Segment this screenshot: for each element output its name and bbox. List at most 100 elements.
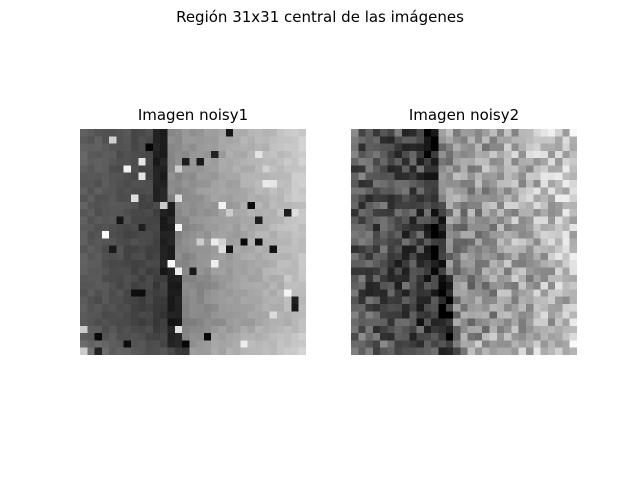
pixel-cell (218, 158, 226, 166)
pixel-cell (562, 282, 570, 290)
pixel-cell (358, 216, 366, 224)
pixel-cell (182, 165, 190, 173)
pixel-cell (182, 180, 190, 188)
pixel-cell (380, 347, 388, 355)
pixel-cell (533, 180, 541, 188)
pixel-cell (474, 318, 483, 326)
pixel-cell (416, 165, 424, 173)
pixel-cell (504, 296, 512, 304)
pixel-cell (262, 216, 270, 224)
pixel-cell (94, 311, 102, 319)
pixel-cell (262, 274, 270, 283)
pixel-cell (291, 238, 299, 246)
pixel-cell (80, 143, 88, 151)
pixel-cell (423, 194, 432, 202)
pixel-cell (80, 238, 88, 246)
pixel-cell (431, 318, 439, 326)
pixel-cell (80, 150, 88, 159)
pixel-cell (351, 231, 359, 239)
pixel-cell (145, 136, 153, 144)
pixel-cell (504, 347, 512, 355)
pixel-cell (138, 194, 146, 202)
pixel-cell (247, 347, 255, 355)
pixel-cell (540, 252, 548, 261)
pixel-cell (351, 150, 359, 159)
pixel-cell (211, 282, 219, 290)
pixel-cell (298, 318, 306, 326)
pixel-cell (351, 282, 359, 290)
pixel-cell (409, 143, 417, 151)
pixel-cell (562, 274, 570, 283)
pixel-cell (160, 325, 168, 334)
pixel-cell (160, 143, 168, 151)
pixel-cell (276, 245, 285, 253)
pixel-cell (80, 325, 88, 334)
pixel-cell (547, 165, 556, 173)
pixel-cell (372, 296, 381, 304)
pixel-cell (174, 260, 183, 268)
pixel-cell (116, 289, 124, 297)
pixel-cell (547, 223, 556, 232)
pixel-cell (460, 231, 468, 239)
pixel-cell (431, 340, 439, 348)
pixel-cell (174, 129, 183, 137)
pixel-cell (423, 172, 432, 181)
pixel-cell (167, 347, 175, 355)
pixel-cell (240, 223, 248, 232)
pixel-cell (269, 223, 277, 232)
pixel-cell (358, 333, 366, 341)
pixel-cell (291, 252, 299, 261)
pixel-cell (254, 252, 263, 261)
pixel-cell (218, 318, 226, 326)
pixel-cell (123, 289, 132, 297)
pixel-cell (372, 231, 381, 239)
pixel-cell (372, 347, 381, 355)
pixel-cell (555, 296, 563, 304)
pixel-cell (496, 260, 505, 268)
pixel-cell (284, 194, 292, 202)
pixel-cell (262, 245, 270, 253)
pixel-cell (569, 347, 577, 355)
pixel-cell (423, 347, 432, 355)
pixel-cell (445, 209, 454, 217)
pixel-cell (254, 347, 263, 355)
pixel-cell (101, 289, 110, 297)
pixel-cell (365, 260, 373, 268)
pixel-cell (496, 274, 505, 283)
pixel-cell (358, 150, 366, 159)
pixel-cell (518, 252, 526, 261)
pixel-cell (276, 129, 285, 137)
pixel-cell (276, 201, 285, 210)
pixel-cell (489, 143, 497, 151)
pixel-cell (284, 267, 292, 275)
pixel-cell (131, 158, 139, 166)
pixel-cell (409, 136, 417, 144)
pixel-cell (298, 136, 306, 144)
pixel-cell (533, 303, 541, 312)
pixel-cell (284, 172, 292, 181)
pixel-cell (525, 172, 534, 181)
pixel-cell (387, 165, 395, 173)
pixel-cell (211, 201, 219, 210)
pixel-cell (218, 180, 226, 188)
pixel-cell (372, 187, 381, 195)
pixel-cell (525, 260, 534, 268)
pixel-cell (387, 311, 395, 319)
pixel-cell (409, 333, 417, 341)
pixel-cell (116, 136, 124, 144)
pixel-cell (496, 150, 505, 159)
pixel-cell (218, 129, 226, 137)
pixel-cell (387, 209, 395, 217)
pixel-cell (540, 340, 548, 348)
pixel-cell (518, 347, 526, 355)
pixel-cell (562, 143, 570, 151)
pixel-cell (547, 216, 556, 224)
pixel-cell (489, 231, 497, 239)
pixel-cell (101, 274, 110, 283)
pixel-cell (182, 209, 190, 217)
pixel-cell (94, 303, 102, 312)
pixel-cell (438, 143, 446, 151)
pixel-cell (402, 274, 410, 283)
pixel-cell (569, 150, 577, 159)
pixel-cell (358, 187, 366, 195)
